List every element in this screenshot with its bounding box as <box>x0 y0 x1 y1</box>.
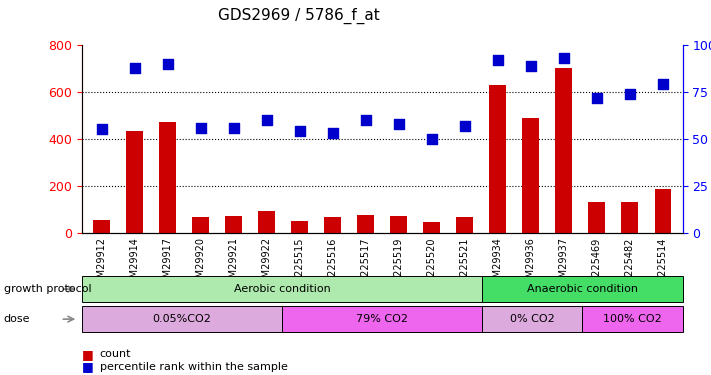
Text: GDS2969 / 5786_f_at: GDS2969 / 5786_f_at <box>218 8 380 24</box>
Point <box>129 64 140 70</box>
Text: percentile rank within the sample: percentile rank within the sample <box>100 362 287 372</box>
Text: count: count <box>100 350 131 359</box>
Bar <box>456 217 473 232</box>
Bar <box>655 189 671 232</box>
Point <box>162 61 173 67</box>
Text: ■: ■ <box>82 360 94 373</box>
Text: Anaerobic condition: Anaerobic condition <box>527 284 638 294</box>
Bar <box>621 202 638 232</box>
Point <box>525 63 536 69</box>
Point <box>558 55 570 61</box>
Text: dose: dose <box>4 314 30 324</box>
Bar <box>589 202 605 232</box>
Bar <box>424 222 440 232</box>
Bar <box>390 216 407 232</box>
Point <box>327 130 338 136</box>
Bar <box>258 211 275 232</box>
Bar <box>225 216 242 232</box>
Point <box>459 123 471 129</box>
Point <box>393 121 405 127</box>
Bar <box>193 217 209 232</box>
Point <box>624 91 636 97</box>
Bar <box>93 220 109 232</box>
Point <box>591 94 602 100</box>
Text: ■: ■ <box>82 348 94 361</box>
Point <box>657 81 668 87</box>
Bar <box>159 122 176 232</box>
Point <box>294 128 305 134</box>
Point <box>261 117 272 123</box>
Bar <box>127 130 143 232</box>
Text: Aerobic condition: Aerobic condition <box>234 284 331 294</box>
Point <box>195 124 206 130</box>
Text: 0.05%CO2: 0.05%CO2 <box>152 314 211 324</box>
Point <box>360 117 371 123</box>
Text: 100% CO2: 100% CO2 <box>603 314 662 324</box>
Point <box>492 57 503 63</box>
Bar <box>358 215 374 232</box>
Bar <box>523 118 539 232</box>
Bar <box>324 217 341 232</box>
Text: growth protocol: growth protocol <box>4 284 91 294</box>
Bar <box>555 68 572 232</box>
Point <box>228 124 240 130</box>
Text: 79% CO2: 79% CO2 <box>356 314 408 324</box>
Text: 0% CO2: 0% CO2 <box>510 314 555 324</box>
Bar <box>292 221 308 232</box>
Point <box>96 126 107 132</box>
Bar <box>489 85 506 232</box>
Point <box>426 136 437 142</box>
